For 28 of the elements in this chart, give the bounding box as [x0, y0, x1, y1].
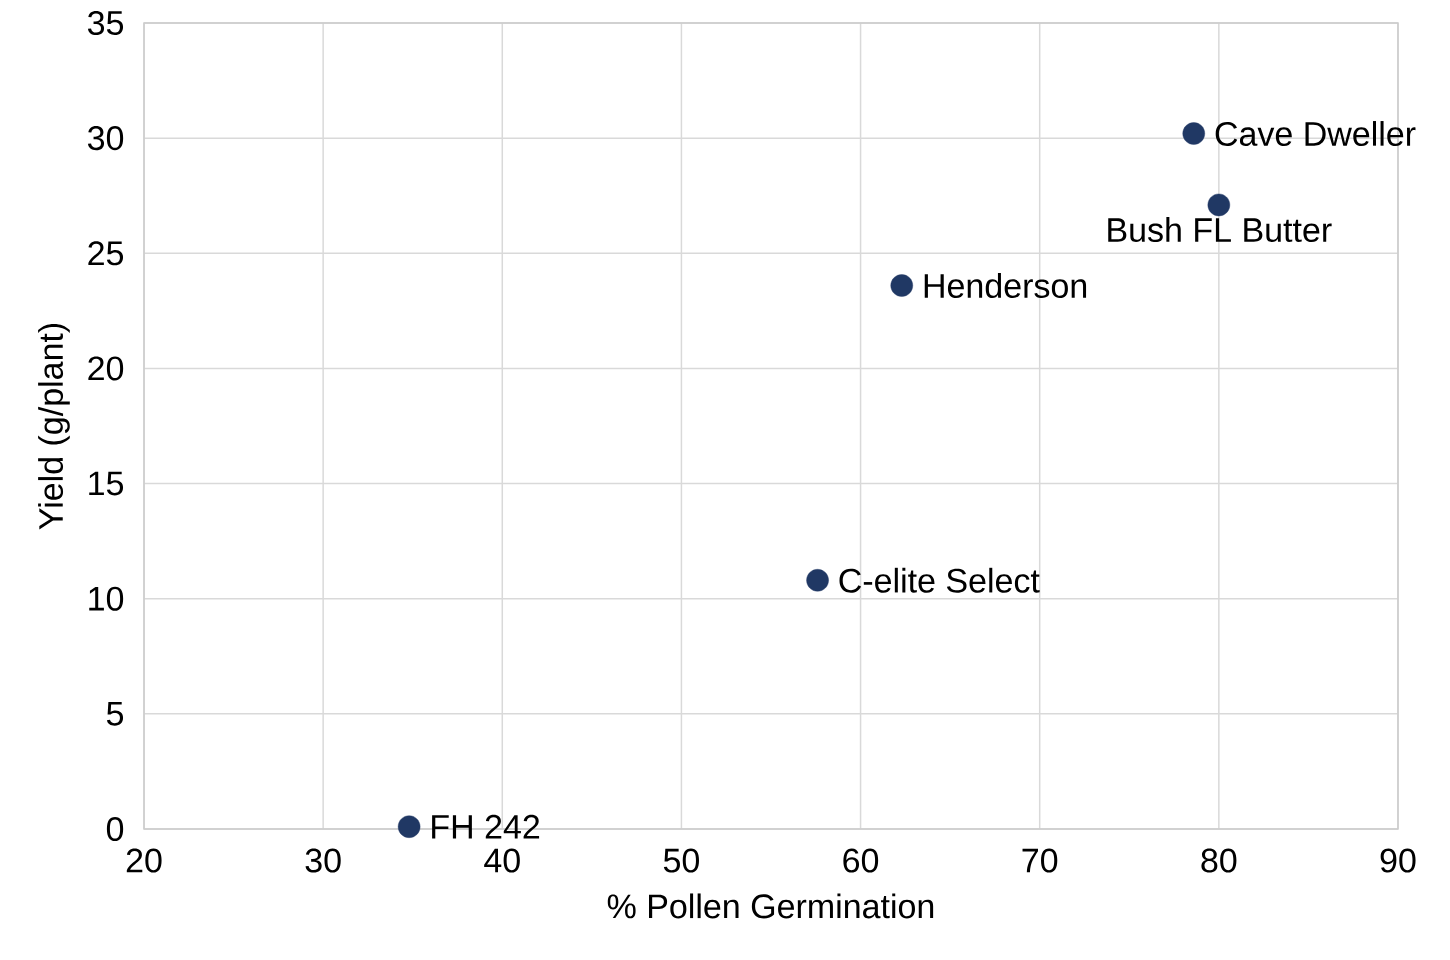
x-tick-label: 90	[1380, 848, 1416, 873]
x-tick-label: 50	[663, 848, 699, 873]
y-tick-label: 20	[88, 356, 124, 381]
x-tick-label: 40	[484, 848, 520, 873]
point	[1207, 193, 1231, 217]
point	[806, 569, 829, 592]
annotation: C-elite Select	[839, 567, 1040, 593]
y-axis-title: Yield (g/plant)	[38, 323, 70, 530]
x-tick-label: 20	[126, 848, 162, 873]
annotation: Cave Dweller	[1215, 121, 1416, 147]
y-tick-label: 0	[106, 816, 124, 842]
x-tick-label: 80	[1201, 848, 1237, 873]
x-tick-label: 60	[843, 848, 879, 873]
x-axis-title: % Pollen Germination	[607, 893, 934, 919]
point	[397, 815, 421, 838]
annotation: Henderson	[924, 273, 1087, 298]
y-tick-label: 15	[89, 471, 124, 496]
point	[1182, 122, 1205, 145]
y-tick-label: 25	[88, 241, 124, 266]
x-tick-label: 30	[305, 848, 341, 873]
y-tick-label: 30	[87, 126, 124, 151]
y-tick-label: 5	[106, 701, 124, 726]
point	[890, 274, 913, 297]
y-tick-label: 10	[89, 586, 124, 611]
annotation: FH 242	[432, 814, 540, 839]
y-tick-label: 35	[87, 10, 124, 36]
x-tick-label: 70	[1022, 848, 1058, 873]
annotation: Bush FL Butter	[1108, 217, 1332, 243]
